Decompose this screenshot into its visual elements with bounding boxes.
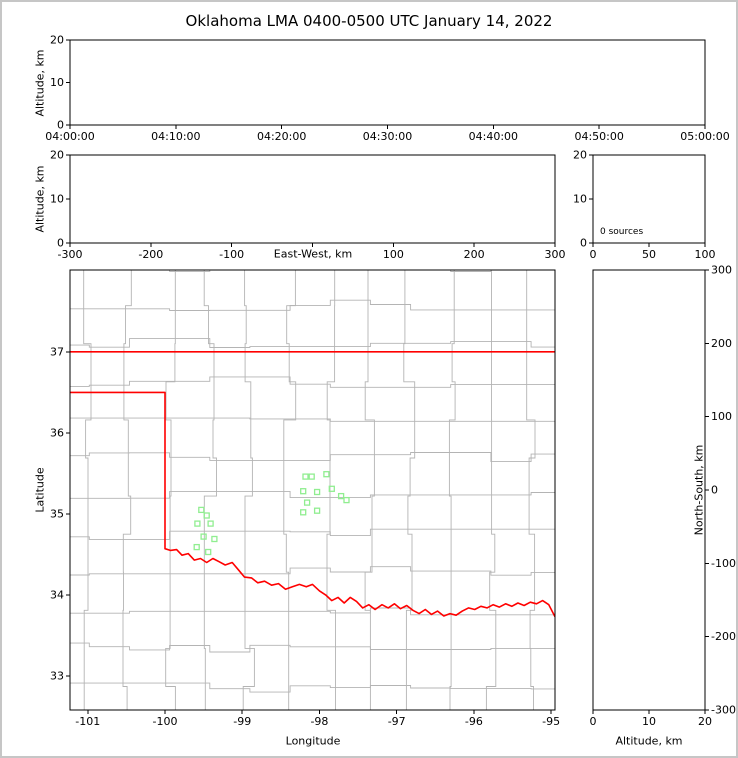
svg-text:200: 200 (711, 337, 732, 350)
svg-text:20: 20 (698, 715, 712, 728)
map-xlabel: Longitude (285, 734, 341, 748)
svg-text:0: 0 (590, 715, 597, 728)
svg-text:10: 10 (642, 715, 656, 728)
svg-text:-97: -97 (388, 715, 406, 728)
state-border (70, 350, 555, 618)
svg-text:-101: -101 (75, 715, 100, 728)
svg-text:04:00:00: 04:00:00 (45, 130, 94, 143)
svg-text:34: 34 (50, 588, 64, 601)
ew-height-ylabel: Altitude, km (33, 165, 47, 233)
svg-text:0: 0 (580, 237, 587, 250)
svg-text:-100: -100 (153, 715, 178, 728)
svg-text:10: 10 (50, 193, 64, 206)
svg-text:20: 20 (50, 34, 64, 47)
svg-text:-100: -100 (219, 248, 244, 261)
ew-height-xlabel: East-West, km (273, 247, 353, 261)
ns-height-xlabel: Altitude, km (615, 734, 683, 748)
svg-text:35: 35 (50, 507, 64, 520)
lma-station-markers (193, 471, 350, 556)
map-ylabel: Latitude (33, 467, 47, 513)
svg-text:-95: -95 (542, 715, 560, 728)
time-height-ylabel: Altitude, km (33, 49, 47, 117)
ns-height-ylabel: North-South, km (692, 444, 706, 536)
svg-text:10: 10 (573, 193, 587, 206)
svg-text:-300: -300 (711, 704, 736, 717)
svg-text:04:40:00: 04:40:00 (469, 130, 518, 143)
svg-text:50: 50 (642, 248, 656, 261)
county-boundaries (70, 270, 555, 710)
svg-text:-100: -100 (711, 557, 736, 570)
svg-text:10: 10 (50, 76, 64, 89)
svg-text:04:10:00: 04:10:00 (151, 130, 200, 143)
svg-text:300: 300 (711, 264, 732, 277)
svg-text:-99: -99 (233, 715, 251, 728)
figure-title: Oklahoma LMA 0400-0500 UTC January 14, 2… (185, 12, 553, 30)
svg-text:33: 33 (50, 669, 64, 682)
svg-text:100: 100 (383, 248, 404, 261)
svg-text:0: 0 (711, 484, 718, 497)
svg-text:-200: -200 (138, 248, 163, 261)
svg-text:36: 36 (50, 426, 64, 439)
svg-text:100: 100 (695, 248, 716, 261)
svg-text:300: 300 (545, 248, 566, 261)
svg-text:100: 100 (711, 410, 732, 423)
source-count-annotation: 0 sources (600, 227, 644, 237)
svg-text:04:50:00: 04:50:00 (574, 130, 623, 143)
svg-text:0: 0 (57, 237, 64, 250)
svg-text:05:00:00: 05:00:00 (680, 130, 729, 143)
svg-text:04:20:00: 04:20:00 (257, 130, 306, 143)
svg-text:04:30:00: 04:30:00 (363, 130, 412, 143)
svg-text:-96: -96 (465, 715, 483, 728)
svg-text:200: 200 (464, 248, 485, 261)
svg-text:20: 20 (50, 149, 64, 162)
svg-text:-200: -200 (711, 630, 736, 643)
svg-text:37: 37 (50, 345, 64, 358)
svg-text:20: 20 (573, 149, 587, 162)
svg-text:-300: -300 (58, 248, 83, 261)
svg-text:0: 0 (590, 248, 597, 261)
svg-text:-98: -98 (310, 715, 328, 728)
svg-text:0: 0 (57, 119, 64, 132)
